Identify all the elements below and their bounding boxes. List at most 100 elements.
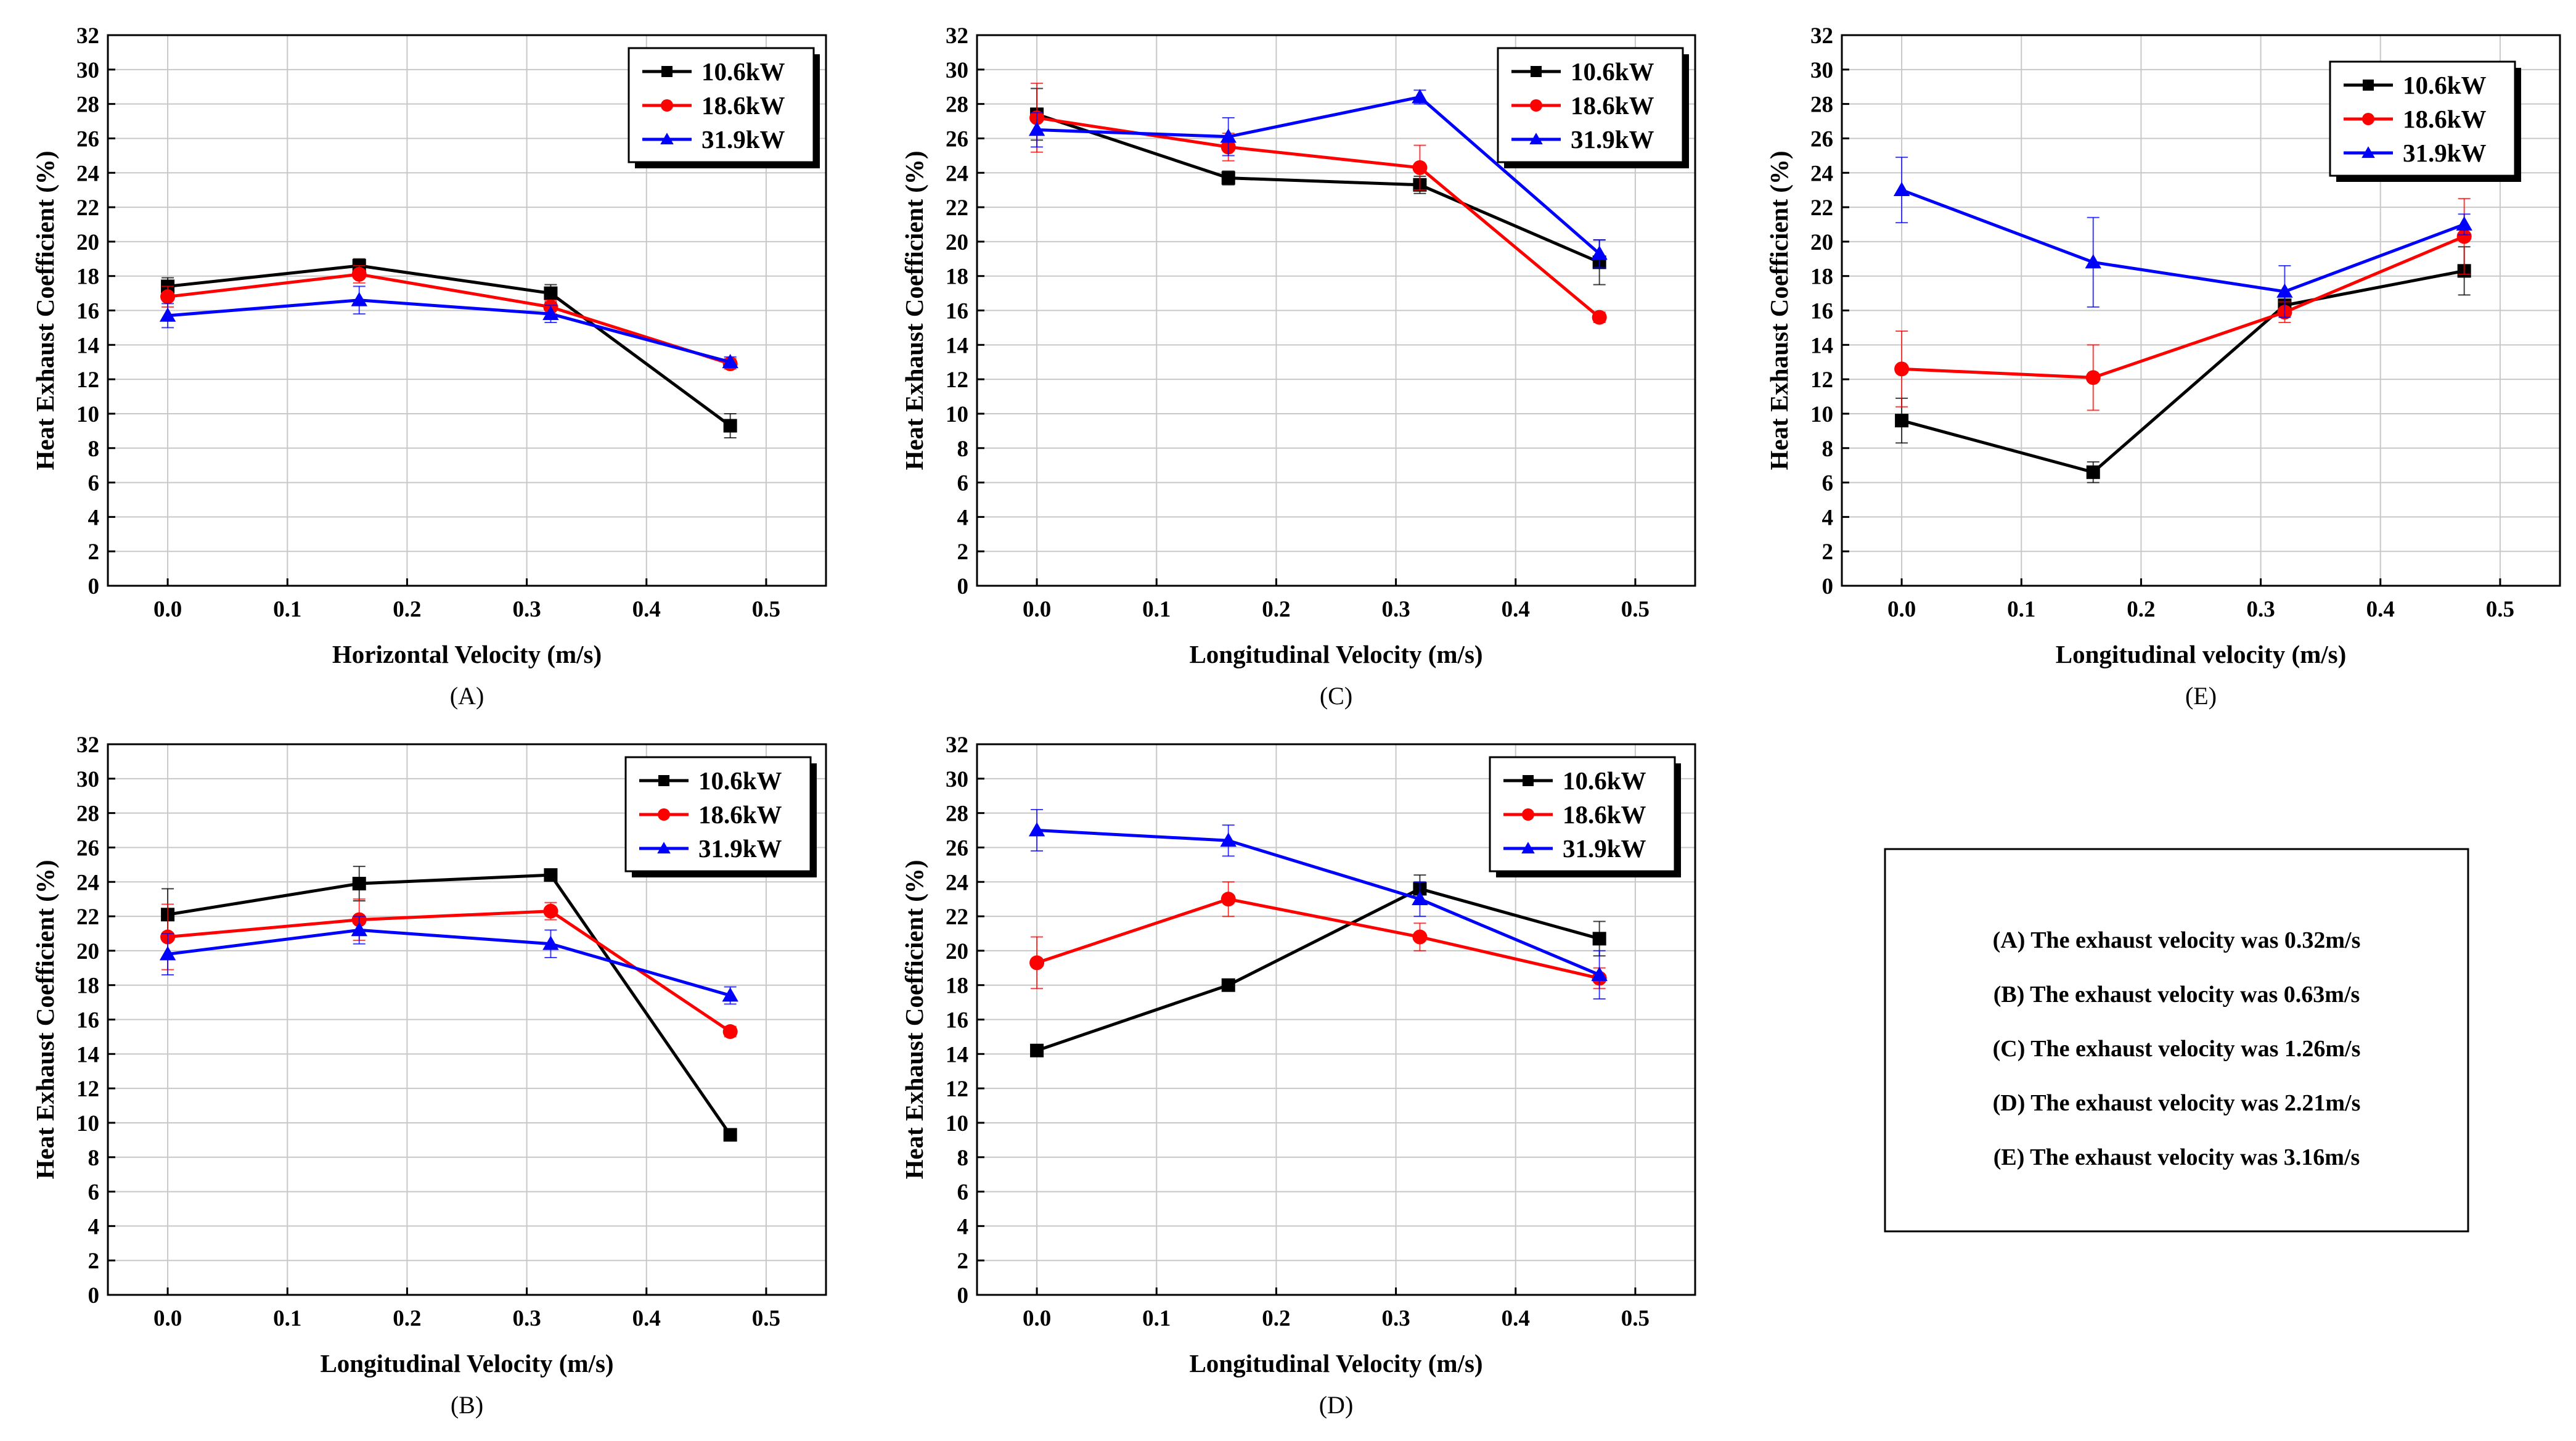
legend-marker [1529, 133, 1543, 145]
y-tick-label: 32 [946, 23, 968, 49]
y-tick-label: 4 [957, 1214, 969, 1239]
data-point [1591, 245, 1608, 260]
legend-label: 10.6kW [698, 766, 782, 795]
series-line [167, 264, 732, 427]
x-axis-title: Longitudinal velocity (m/s) [2056, 640, 2347, 668]
x-tick-label: 0.5 [1621, 597, 1650, 622]
data-point [1894, 361, 1910, 377]
data-point [2086, 465, 2100, 479]
series-10-6kw [1895, 246, 2471, 483]
x-tick-label: 0.0 [153, 1306, 182, 1331]
y-tick-label: 16 [946, 1008, 968, 1033]
y-tick-label: 2 [88, 1249, 100, 1274]
x-tick-label: 0.4 [2366, 597, 2395, 622]
y-tick-label: 30 [946, 58, 968, 83]
series-line [1036, 95, 1601, 255]
y-tick-label: 0 [88, 1283, 100, 1308]
y-tick-label: 20 [946, 939, 968, 964]
y-tick-label: 6 [1822, 471, 1834, 496]
data-point [351, 266, 367, 282]
data-point [2085, 370, 2101, 385]
y-tick-label: 32 [76, 23, 99, 49]
y-tick-label: 26 [946, 835, 968, 861]
y-tick-label: 14 [946, 333, 968, 358]
legend: 10.6kW 18.6kW 31.9kW [1497, 47, 1689, 168]
legend: 10.6kW 18.6kW 31.9kW [628, 47, 820, 168]
y-tick-label: 28 [946, 92, 968, 118]
data-point [351, 292, 367, 306]
y-tick-label: 14 [76, 333, 99, 358]
data-point [2456, 216, 2472, 231]
series-line [1901, 269, 2465, 474]
x-tick-label: 0.1 [273, 1306, 301, 1331]
plot-frame [1841, 34, 2561, 587]
panel-caption: (E) [2185, 682, 2217, 710]
y-tick-label: 4 [1822, 505, 1834, 530]
x-tick-label: 0.1 [1142, 1306, 1171, 1331]
x-tick-label: 0.0 [153, 597, 182, 622]
legend-label: 18.6kW [2403, 105, 2487, 133]
data-point [1591, 966, 1608, 981]
x-tick-label: 0.2 [393, 597, 421, 622]
series-18-6kw [1029, 881, 1607, 990]
y-tick-label: 32 [946, 733, 968, 758]
note-c: (C) The exhaust velocity was 1.26m/s [1993, 1036, 2361, 1062]
y-tick-label: 0 [957, 1283, 969, 1308]
series-line [1901, 235, 2465, 379]
legend-marker [1523, 775, 1534, 786]
x-axis-title: Longitudinal Velocity (m/s) [320, 1349, 613, 1377]
data-point [1221, 892, 1236, 907]
series-10-6kw [161, 258, 737, 439]
y-axis-title: Heat Exhaust Coefficient (%) [900, 150, 928, 470]
y-tick-label: 16 [1810, 299, 1833, 324]
data-point [2276, 283, 2293, 298]
series-line [1036, 887, 1600, 1053]
x-tick-label: 0.5 [752, 597, 780, 622]
y-tick-label: 20 [1810, 230, 1833, 255]
x-tick-label: 0.0 [1023, 597, 1051, 622]
y-tick-label: 30 [1810, 58, 1833, 83]
data-point [723, 1128, 737, 1142]
data-point [1592, 310, 1607, 325]
y-tick-label: 0 [88, 574, 100, 599]
x-tick-label: 0.3 [2246, 597, 2275, 622]
series-18-6kw [160, 265, 738, 372]
legend-label: 31.9kW [701, 125, 785, 154]
y-tick-label: 24 [1810, 161, 1833, 186]
legend-label: 18.6kW [1571, 91, 1654, 120]
legend-marker [1531, 66, 1542, 77]
x-tick-label: 0.0 [1887, 597, 1916, 622]
y-tick-label: 18 [946, 265, 968, 290]
note-b: (B) The exhaust velocity was 0.63m/s [1993, 982, 2360, 1008]
data-point [544, 868, 558, 882]
y-tick-label: 28 [1810, 92, 1833, 118]
note-d: (D) The exhaust velocity was 2.21m/s [1993, 1090, 2361, 1116]
data-point [542, 935, 559, 950]
y-tick-label: 20 [76, 230, 99, 255]
data-point [1220, 832, 1237, 847]
data-point [1221, 171, 1235, 185]
y-tick-label: 6 [957, 471, 969, 496]
y-tick-label: 8 [1822, 437, 1834, 462]
legend: 10.6kW 18.6kW 31.9kW [624, 756, 817, 877]
y-tick-label: 6 [88, 1180, 100, 1205]
data-point [1029, 955, 1045, 971]
notes-box: (A) The exhaust velocity was 0.32m/s (B)… [1884, 848, 2469, 1233]
y-tick-label: 14 [1810, 333, 1833, 358]
legend-label: 31.9kW [698, 834, 782, 863]
data-point [159, 946, 176, 961]
legend-marker [660, 133, 674, 145]
x-tick-label: 0.3 [1381, 597, 1410, 622]
legend-marker [657, 842, 671, 854]
legend-label: 10.6kW [1563, 766, 1646, 795]
x-tick-label: 0.3 [512, 1306, 541, 1331]
y-tick-label: 30 [946, 767, 968, 792]
y-tick-label: 16 [946, 299, 968, 324]
legend-label: 10.6kW [701, 57, 785, 86]
x-tick-label: 0.5 [2486, 597, 2514, 622]
x-tick-label: 0.4 [632, 597, 661, 622]
legend-label: 31.9kW [2403, 139, 2487, 167]
